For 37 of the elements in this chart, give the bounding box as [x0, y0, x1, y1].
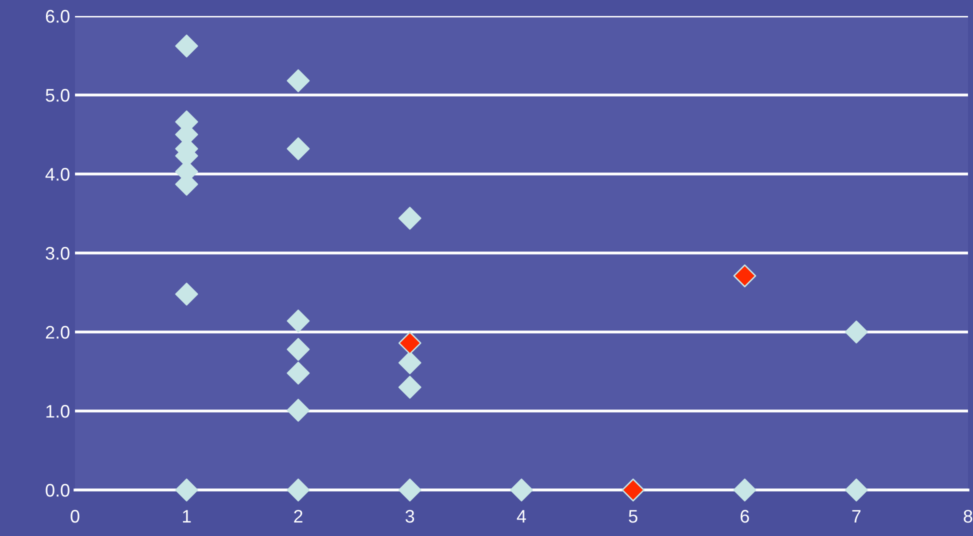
point — [622, 478, 645, 502]
point — [398, 332, 422, 355]
x-tick-label: 7 — [852, 510, 860, 523]
x-tick-label: 2 — [294, 510, 302, 523]
point — [286, 362, 310, 385]
point — [286, 478, 310, 502]
point — [286, 137, 310, 160]
y-tick-label: 6.0 — [46, 10, 70, 23]
x-tick-label: 1 — [182, 510, 191, 523]
point — [175, 478, 198, 502]
point — [398, 351, 422, 374]
x-tick-label: 4 — [516, 510, 526, 523]
point — [398, 206, 422, 230]
point — [398, 376, 422, 399]
x-tick-label: 3 — [406, 510, 414, 523]
point — [286, 69, 310, 92]
x-tick-label: 5 — [628, 510, 638, 523]
x-tick-label: 8 — [964, 510, 972, 523]
y-tick-label: 2.0 — [46, 326, 70, 339]
point — [286, 338, 310, 361]
y-tick-label: 0.0 — [46, 484, 70, 497]
x-tick-label: 6 — [740, 510, 749, 523]
point — [844, 320, 868, 344]
point — [286, 309, 310, 332]
point — [398, 478, 422, 502]
x-tick-label: 0 — [70, 510, 80, 523]
point — [733, 478, 756, 502]
point — [175, 282, 198, 306]
y-tick-label: 5.0 — [46, 88, 70, 102]
point — [286, 398, 310, 422]
y-tick-label: 4.0 — [45, 168, 70, 181]
y-tick-label: 1.0 — [46, 404, 70, 418]
y-tick-label: 3.0 — [46, 246, 70, 260]
point — [844, 478, 868, 502]
point — [733, 264, 756, 288]
point — [510, 478, 533, 502]
point — [175, 34, 198, 58]
